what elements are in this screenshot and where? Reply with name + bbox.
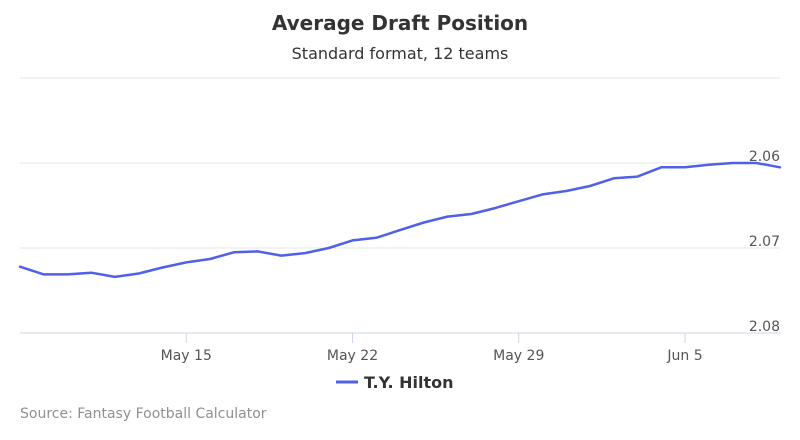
chart-subtitle: Standard format, 12 teams xyxy=(292,44,509,63)
legend[interactable]: T.Y. Hilton xyxy=(336,373,454,392)
x-tick-label: May 15 xyxy=(161,348,212,364)
y-axis-labels: 2.06 2.07 2.08 xyxy=(749,149,780,335)
series-layer xyxy=(18,161,782,279)
y-tick-label: 2.08 xyxy=(749,319,780,335)
legend-label-ty-hilton[interactable]: T.Y. Hilton xyxy=(364,373,454,392)
y-tick-label: 2.06 xyxy=(749,149,780,165)
x-axis-ticks: May 15 May 22 May 29 Jun 5 xyxy=(161,333,703,364)
x-tick-label: May 29 xyxy=(493,348,544,364)
chart-title: Average Draft Position xyxy=(272,11,528,35)
x-tick-label: May 22 xyxy=(327,348,378,364)
x-tick-label: Jun 5 xyxy=(666,348,702,364)
credits[interactable]: Source: Fantasy Football Calculator xyxy=(20,406,267,422)
y-tick-label: 2.07 xyxy=(749,234,780,250)
grid-lines xyxy=(20,77,780,249)
series-line-t-y-hilton[interactable] xyxy=(18,161,782,279)
